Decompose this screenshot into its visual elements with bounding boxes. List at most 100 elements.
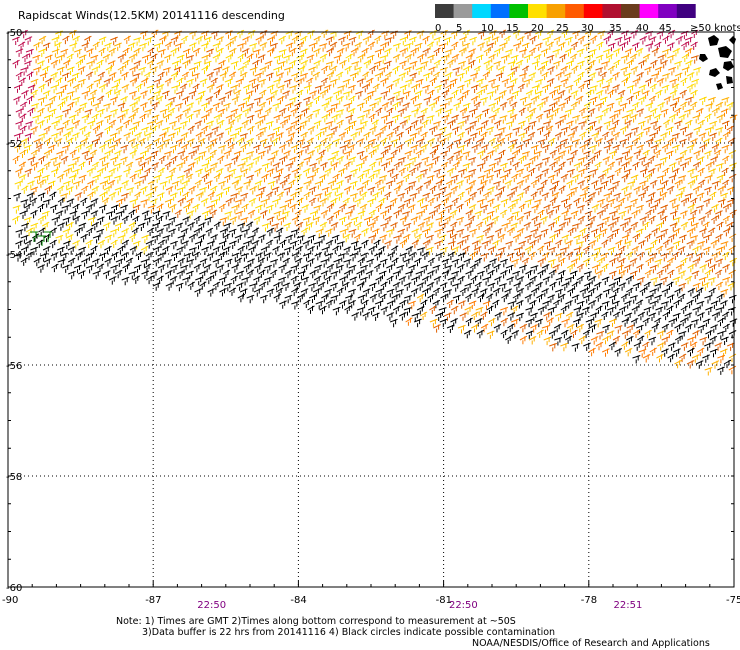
wind-barb: [363, 131, 371, 141]
wind-barb: [337, 85, 346, 94]
wind-barb: [531, 215, 539, 225]
wind-barb: [451, 174, 459, 184]
wind-barb: [482, 71, 490, 80]
wind-barb: [56, 150, 65, 160]
wind-barb: [367, 41, 376, 50]
wind-barb: [588, 300, 597, 309]
wind-barb: [211, 126, 220, 135]
wind-barb: [590, 312, 598, 321]
wind-barb: [144, 167, 152, 177]
wind-barb: [228, 168, 237, 178]
wind-barb: [152, 282, 161, 291]
wind-barb: [644, 233, 652, 242]
x-tick-label: -81: [436, 595, 452, 606]
wind-barb: [110, 36, 118, 46]
wind-barb: [147, 205, 156, 214]
wind-barb: [206, 71, 215, 81]
wind-barb: [649, 300, 658, 310]
wind-barb: [285, 138, 294, 147]
wind-barb: [37, 264, 46, 273]
wind-barb: [156, 192, 165, 201]
wind-barb: [536, 186, 545, 195]
wind-barb: [667, 137, 675, 146]
wind-barb: [476, 163, 485, 172]
wind-barb: [188, 185, 197, 195]
wind-barb: [192, 83, 200, 92]
wind-barb: [333, 258, 342, 268]
wind-barb: [224, 282, 232, 292]
wind-barb: [615, 96, 624, 106]
wind-barb: [626, 59, 634, 68]
wind-barb: [540, 48, 549, 57]
wind-barb: [18, 41, 26, 50]
wind-barb: [168, 216, 177, 226]
wind-barb: [569, 53, 578, 62]
wind-barb: [187, 221, 196, 231]
wind-barb: [602, 85, 611, 94]
wind-barb: [320, 137, 329, 146]
wind-barb: [19, 125, 27, 134]
wind-barb: [236, 270, 245, 279]
wind-barb: [420, 144, 429, 153]
wind-barb: [541, 192, 550, 201]
wind-barb: [375, 288, 384, 297]
wind-barb: [237, 43, 245, 52]
wind-barb: [511, 198, 520, 208]
wind-barb: [60, 48, 69, 58]
wind-barb: [516, 168, 525, 177]
wind-barb: [165, 174, 174, 184]
wind-barb: [462, 234, 470, 244]
wind-barb: [702, 318, 711, 327]
wind-barb: [252, 59, 260, 69]
wind-barb: [367, 186, 376, 196]
wind-barb: [290, 107, 299, 117]
wind-barb: [498, 283, 507, 292]
wind-barb: [193, 227, 202, 237]
wind-barb: [74, 227, 82, 237]
wind-barb: [264, 264, 272, 274]
wind-barb: [176, 162, 185, 171]
wind-barb: [525, 89, 534, 99]
wind-barb: [39, 253, 48, 262]
wind-barb: [162, 138, 171, 148]
wind-barb: [493, 168, 502, 178]
wind-barb: [321, 65, 329, 74]
wind-barb: [693, 126, 702, 135]
wind-barb: [219, 72, 228, 81]
wind-barb: [63, 240, 71, 249]
wind-barb: [213, 221, 222, 230]
wind-barb: [511, 173, 519, 183]
wind-barb: [141, 77, 149, 87]
wind-barb: [558, 102, 567, 111]
y-tick-label: -58: [6, 472, 22, 483]
wind-barb: [504, 180, 513, 189]
wind-barb: [674, 179, 682, 189]
wind-barb: [230, 192, 239, 202]
wind-barb: [620, 293, 629, 302]
wind-barb: [121, 215, 130, 224]
wind-barb: [336, 96, 344, 105]
wind-barb: [601, 348, 610, 357]
wind-barb: [528, 251, 537, 260]
wind-barb: [486, 235, 495, 244]
wind-barb: [583, 271, 592, 280]
wind-barb: [441, 197, 449, 207]
wind-barb: [704, 295, 713, 304]
wind-barb: [325, 228, 333, 237]
wind-barb: [519, 323, 528, 333]
wind-barb: [533, 150, 542, 160]
wind-barb: [409, 60, 418, 70]
wind-barb: [129, 66, 138, 75]
wind-barb: [613, 276, 622, 286]
wind-barb: [524, 281, 533, 291]
wind-barb: [642, 149, 650, 159]
wind-barb: [195, 35, 204, 45]
wind-barb: [691, 78, 700, 88]
wind-barb: [555, 276, 564, 286]
wind-barb: [599, 228, 608, 237]
wind-barb: [516, 192, 525, 201]
wind-barb: [301, 276, 310, 286]
wind-barb: [422, 35, 430, 45]
wind-barb: [375, 157, 384, 166]
wind-barb: [674, 60, 683, 70]
